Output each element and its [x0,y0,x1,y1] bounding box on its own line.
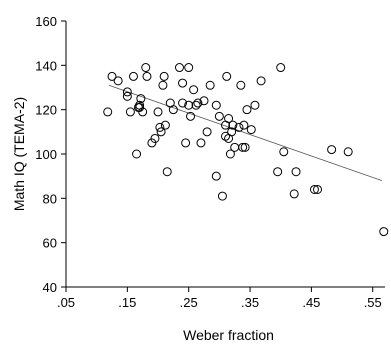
data-point [202,127,212,137]
data-point [256,76,266,86]
x-tick-label: .35 [241,295,259,310]
x-tick-label: .05 [57,295,75,310]
data-point [236,80,246,90]
data-point [196,138,206,148]
data-point [222,71,232,81]
data-points [103,63,389,237]
data-point [178,98,188,108]
x-axis-title: Weber fraction [183,327,274,343]
trend-line [108,84,383,181]
data-point [153,107,163,117]
data-point [191,100,201,110]
data-point [150,133,160,143]
data-point [147,138,157,148]
data-point [214,111,224,121]
y-tick-label: 100 [35,147,57,162]
data-point [132,149,142,159]
data-point [193,98,203,108]
data-point [103,107,113,117]
data-point [158,80,168,90]
trend-line-group [108,84,383,181]
data-point [128,71,138,81]
data-point [125,107,135,117]
data-point [181,138,191,148]
y-axis-title: Math IQ (TEMA-2) [11,97,27,211]
data-point [276,63,286,73]
data-point [289,189,299,199]
y-tick-label: 140 [35,58,57,73]
data-point [309,184,319,194]
data-point [250,100,260,110]
data-point [159,71,169,81]
data-point [162,167,172,177]
data-point [138,107,148,117]
data-point [135,102,145,112]
data-point [142,71,152,81]
data-point [199,96,209,106]
data-point [313,184,323,194]
data-point [174,63,184,73]
data-point [136,94,146,104]
data-point [211,100,221,110]
data-point [122,91,132,101]
data-point [107,71,117,81]
data-point [273,167,283,177]
data-point [224,114,234,124]
data-point [379,227,389,237]
data-point [184,63,194,73]
data-point [160,120,170,130]
data-point [291,167,301,177]
data-point [122,87,132,97]
data-point [327,145,337,155]
data-point [168,105,178,115]
x-tick-label: .55 [364,295,382,310]
y-tick-label: 80 [43,191,57,206]
data-point [211,171,221,181]
y-tick-label: 60 [43,236,57,251]
data-point [279,147,289,157]
y-tick-label: 160 [35,14,57,29]
x-tick-label: .25 [180,295,198,310]
data-point [113,76,123,86]
data-point [234,122,244,132]
data-point [155,122,165,132]
data-point [221,131,230,141]
data-point [246,125,256,135]
x-tick-label: .15 [118,295,136,310]
data-point [225,149,235,159]
data-point [141,63,151,73]
data-point [184,100,194,110]
data-point [189,85,199,95]
y-tick-label: 40 [43,280,57,295]
data-point [238,142,248,152]
data-point [178,78,188,88]
x-tick-label: .45 [302,295,320,310]
data-point [205,80,215,90]
data-point [228,120,238,130]
data-point [239,120,249,130]
data-point [240,142,250,152]
data-point [242,105,252,115]
data-point [217,191,227,201]
data-point [186,111,196,121]
data-point [343,147,353,157]
y-tick-label: 120 [35,103,57,118]
data-point [227,127,237,137]
axes: 40 60 80 100 120 140 160 .05 .15 .25 .35 .45 .55 [35,14,385,310]
data-point [156,127,166,137]
data-point [230,142,240,152]
